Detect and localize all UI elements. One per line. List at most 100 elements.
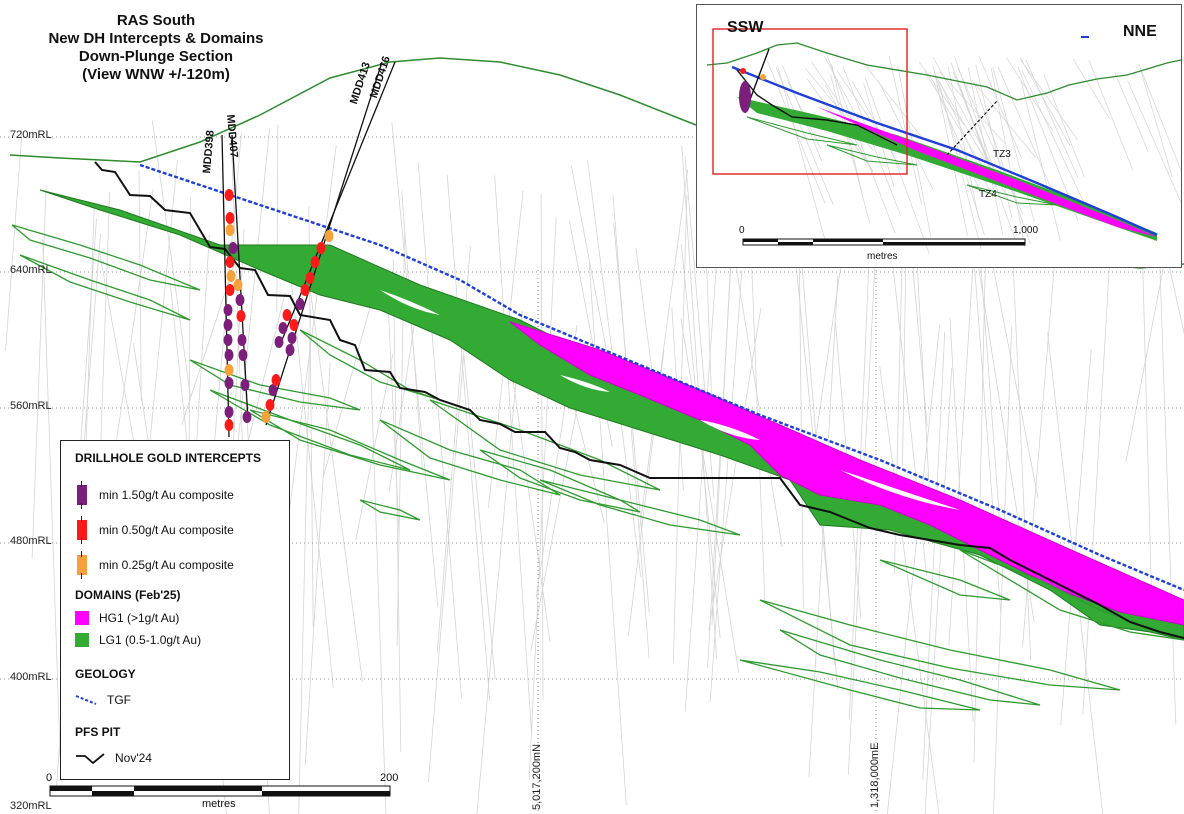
inset-drill-trace bbox=[862, 61, 923, 139]
inset-drill-trace bbox=[939, 71, 1006, 145]
legend-domains-heading: DOMAINS (Feb'25) bbox=[75, 588, 181, 602]
inset-svg bbox=[706, 28, 1181, 255]
inset-drill-trace bbox=[955, 75, 1018, 246]
drill-trace bbox=[152, 120, 192, 399]
intercept-marker bbox=[240, 379, 250, 391]
inset-tgf bbox=[731, 65, 1158, 237]
intercept-marker bbox=[224, 377, 234, 389]
inset-tz4-label: TZ4 bbox=[979, 189, 997, 200]
intercept-marker bbox=[242, 411, 252, 423]
rl-label-400: 400mRL bbox=[10, 671, 52, 683]
intercept-marker bbox=[223, 319, 233, 331]
scale-unit-label: metres bbox=[202, 798, 236, 810]
legend-item-pit: Nov'24 bbox=[75, 751, 152, 765]
intercept-marker bbox=[300, 284, 310, 296]
drill-trace bbox=[304, 362, 331, 766]
drill-trace bbox=[427, 329, 467, 783]
intercept-marker bbox=[261, 411, 271, 423]
rl-label-640: 640mRL bbox=[10, 264, 52, 276]
inset-drill-trace bbox=[878, 82, 934, 190]
title-line-2: New DH Intercepts & Domains bbox=[48, 30, 264, 47]
inset-drill-trace bbox=[978, 55, 1023, 159]
drill-trace bbox=[463, 353, 496, 680]
drill-trace bbox=[370, 369, 387, 814]
drill-trace bbox=[732, 247, 783, 548]
intercept-marker bbox=[310, 256, 320, 268]
intercept-marker bbox=[224, 349, 234, 361]
topography-line bbox=[9, 57, 697, 163]
inset-scale-unit: metres bbox=[867, 251, 898, 262]
inset-drill-trace bbox=[864, 77, 930, 255]
inset-drill-trace bbox=[1127, 80, 1181, 204]
inset-drill-trace bbox=[1006, 57, 1054, 131]
inset-drill-trace bbox=[1140, 70, 1173, 178]
inset-drill-trace bbox=[836, 70, 880, 134]
drill-trace bbox=[530, 371, 585, 652]
inset-drill-trace bbox=[888, 55, 923, 205]
drill-trace bbox=[1060, 349, 1092, 726]
dashed-line-icon bbox=[75, 695, 97, 705]
pit-nov24-line bbox=[94, 161, 1184, 639]
inset-drill-trace bbox=[1072, 58, 1111, 120]
inset-drill-trace bbox=[775, 67, 834, 206]
drill-trace bbox=[276, 124, 279, 313]
drill-trace bbox=[886, 324, 941, 814]
inset-lg1-outlines bbox=[746, 116, 1058, 206]
intercept-marker bbox=[324, 230, 334, 242]
drill-trace bbox=[709, 269, 743, 703]
inset-lg1 bbox=[737, 97, 1157, 241]
legend-item-0-25: min 0.25g/t Au composite bbox=[75, 551, 234, 579]
easting-label: 1,318,000mE bbox=[869, 742, 881, 808]
inset-tz3-line bbox=[946, 100, 998, 156]
drill-trace bbox=[31, 185, 47, 558]
intercept-marker bbox=[225, 224, 235, 236]
inset-drill-trace bbox=[1021, 69, 1089, 212]
intercept-marker bbox=[224, 419, 234, 431]
lens-2 bbox=[840, 470, 960, 510]
inset-drill-trace bbox=[824, 55, 859, 119]
drill-trace bbox=[540, 194, 544, 701]
drill-trace bbox=[879, 366, 940, 814]
drill-trace bbox=[987, 238, 1039, 499]
inset-drill-trace bbox=[1019, 57, 1071, 146]
legend-intercepts-heading: DRILLHOLE GOLD INTERCEPTS bbox=[75, 451, 261, 465]
intercept-marker bbox=[287, 332, 297, 344]
intercept-marker bbox=[235, 294, 245, 306]
legend-panel: DRILLHOLE GOLD INTERCEPTS min 1.50g/t Au… bbox=[60, 440, 290, 780]
inset-topography bbox=[706, 42, 1181, 101]
drill-trace bbox=[417, 162, 462, 699]
drill-trace bbox=[639, 169, 689, 528]
drill-trace bbox=[42, 239, 62, 782]
intercept-marker bbox=[228, 242, 238, 254]
drill-trace bbox=[924, 368, 953, 814]
drill-trace bbox=[993, 326, 1013, 814]
drill-trace bbox=[1010, 216, 1032, 661]
intercept-marker bbox=[225, 212, 235, 224]
intercept-marker bbox=[271, 374, 281, 386]
intercept-marker bbox=[265, 399, 275, 411]
rl-label-320: 320mRL bbox=[10, 800, 52, 812]
scale-bar bbox=[49, 785, 391, 797]
inset-scale-end: 1,000 bbox=[1013, 225, 1039, 236]
inset-tz3-label: TZ3 bbox=[993, 149, 1011, 160]
drill-trace bbox=[1082, 200, 1114, 715]
drill-trace bbox=[355, 353, 394, 541]
drill-trace bbox=[680, 318, 740, 674]
intercept-marker bbox=[223, 334, 233, 346]
inset-intercept-cluster bbox=[739, 81, 751, 113]
intercept-marker bbox=[274, 336, 284, 348]
rl-label-560: 560mRL bbox=[10, 400, 52, 412]
inset-drill-trace bbox=[1138, 64, 1181, 172]
scale-end-label: 200 bbox=[380, 772, 399, 784]
inset-pit bbox=[736, 69, 898, 146]
drill-trace bbox=[5, 128, 23, 351]
intercept-marker bbox=[278, 322, 288, 334]
map-title: RAS South New DH Intercepts & Domains Do… bbox=[20, 12, 292, 84]
drill-trace bbox=[323, 289, 376, 477]
lg1-outlines bbox=[11, 224, 1184, 711]
drill-trace bbox=[111, 189, 154, 471]
intercept-marker bbox=[282, 309, 292, 321]
drill-trace bbox=[298, 309, 311, 814]
